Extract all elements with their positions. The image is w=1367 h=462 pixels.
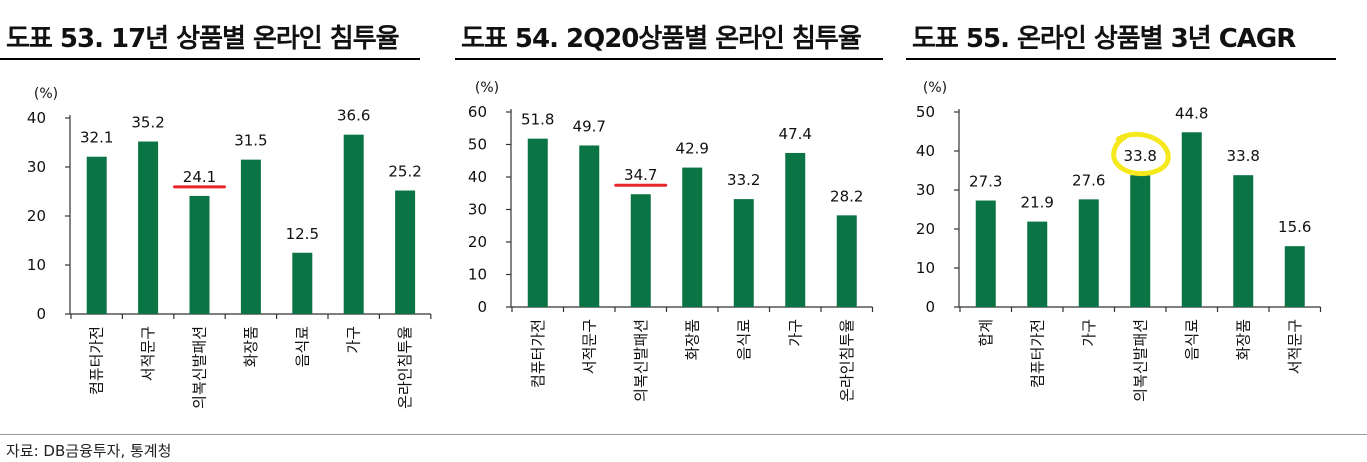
bar-chart: (%) 0 10 20 30 40 50 60 51.8 컴퓨터가전 49.7 서적문구 34.7 의복신… — [468, 80, 874, 402]
value-label: 33.8 — [1124, 147, 1157, 165]
value-label: 34.7 — [624, 166, 657, 184]
bar — [836, 215, 857, 307]
bar — [785, 152, 806, 307]
category-label: 컴퓨터가전 — [88, 326, 106, 395]
y-tick-label: 0 — [477, 298, 487, 316]
y-tick-label: 20 — [27, 207, 46, 225]
value-label: 27.3 — [969, 173, 1002, 191]
y-tick-label: 30 — [468, 201, 487, 219]
bar — [1078, 199, 1099, 307]
value-label: 24.1 — [183, 168, 216, 186]
value-label: 49.7 — [573, 117, 606, 135]
y-tick-label: 10 — [916, 259, 935, 277]
bar — [189, 195, 210, 314]
value-label: 12.5 — [286, 225, 319, 243]
y-tick-label: 20 — [916, 220, 935, 238]
chart-title: 도표 55. 온라인 상품별 3년 CAGR — [912, 24, 1296, 54]
bar — [343, 134, 364, 314]
value-label: 28.2 — [830, 187, 863, 205]
category-label: 서적문구 — [139, 326, 157, 381]
bar — [138, 141, 159, 314]
bar — [240, 159, 261, 314]
value-label: 36.6 — [337, 107, 370, 125]
value-label: 33.8 — [1227, 147, 1260, 165]
y-tick-label: 30 — [916, 181, 935, 199]
category-label: 음식료 — [1183, 319, 1201, 361]
y-unit-label: (%) — [34, 86, 58, 102]
category-label: 컴퓨터가전 — [1028, 319, 1046, 388]
bar — [630, 194, 651, 307]
y-tick-label: 0 — [36, 305, 46, 323]
category-label: 서적문구 — [1286, 319, 1304, 374]
y-tick-label: 0 — [925, 298, 935, 316]
y-tick-label: 60 — [468, 103, 487, 121]
title-rule — [906, 58, 1336, 60]
chart-panel-55: 도표 55. 온라인 상품별 3년 CAGR (%) 0 10 20 30 40 50 27.… — [906, 0, 1367, 440]
bar — [1027, 221, 1048, 307]
bar — [395, 190, 416, 314]
category-label: 화장품 — [242, 326, 260, 367]
y-tick-label: 40 — [916, 142, 935, 160]
bar — [733, 199, 754, 307]
bar-chart: (%) 0 10 20 30 40 50 27.3 합계 21.9 컴퓨터가전 27.6 가구 33.8 의… — [916, 80, 1322, 402]
y-tick-label: 40 — [468, 168, 487, 186]
y-tick-label: 40 — [27, 109, 46, 127]
value-label: 47.4 — [779, 125, 812, 143]
value-label: 27.6 — [1072, 171, 1105, 189]
value-label: 33.2 — [727, 171, 760, 189]
category-label: 온라인침투율 — [838, 319, 856, 402]
bar — [975, 200, 996, 307]
category-label: 의복신발패션 — [632, 319, 650, 402]
highlight-circle — [1111, 132, 1171, 177]
y-tick-label: 10 — [468, 266, 487, 284]
value-label: 32.1 — [80, 129, 113, 147]
chart-panel-53: 도표 53. 17년 상품별 온라인 침투율 (%) 0 10 20 30 40 32.1 컴… — [0, 0, 435, 440]
value-label: 15.6 — [1278, 218, 1311, 236]
category-label: 화장품 — [683, 319, 701, 360]
category-label: 가구 — [1080, 319, 1098, 347]
y-tick-label: 50 — [916, 103, 935, 121]
bar-chart: (%) 0 10 20 30 40 32.1 컴퓨터가전 35.2 서적문구 24.1 의복신발패션 3… — [27, 86, 432, 409]
y-tick-label: 30 — [27, 158, 46, 176]
value-label: 21.9 — [1021, 194, 1054, 212]
bar — [527, 138, 548, 307]
y-tick-label: 20 — [468, 233, 487, 251]
bar — [1284, 246, 1305, 307]
bar — [86, 156, 107, 314]
value-label: 31.5 — [234, 132, 267, 150]
y-unit-label: (%) — [475, 80, 499, 96]
category-label: 화장품 — [1234, 319, 1252, 360]
value-label: 42.9 — [676, 140, 709, 158]
chart-panel-54: 도표 54. 2Q20상품별 온라인 침투율 (%) 0 10 20 30 40 50 60 5… — [455, 0, 895, 440]
bar — [1130, 175, 1151, 307]
value-label: 35.2 — [131, 114, 164, 132]
y-tick-label: 50 — [468, 136, 487, 154]
bar — [579, 145, 600, 307]
chart-title: 도표 54. 2Q20상품별 온라인 침투율 — [461, 24, 862, 54]
footer-rule — [0, 434, 1367, 435]
value-label: 25.2 — [388, 163, 421, 181]
bar — [1181, 132, 1202, 307]
category-label: 가구 — [345, 326, 363, 354]
chart-title: 도표 53. 17년 상품별 온라인 침투율 — [6, 24, 400, 54]
title-rule — [455, 58, 883, 60]
category-label: 의복신발패션 — [191, 326, 209, 409]
y-unit-label: (%) — [923, 80, 947, 96]
bar — [682, 167, 703, 307]
bar — [292, 252, 313, 314]
category-label: 서적문구 — [580, 319, 598, 374]
bar — [1233, 175, 1254, 307]
category-label: 합계 — [977, 319, 995, 347]
category-label: 온라인침투율 — [396, 326, 414, 409]
category-label: 컴퓨터가전 — [529, 319, 547, 388]
category-label: 가구 — [786, 319, 804, 347]
value-label: 51.8 — [521, 111, 554, 129]
source-note: 자료: DB금융투자, 통계청 — [6, 442, 172, 460]
category-label: 의복신발패션 — [1131, 319, 1149, 402]
value-label: 44.8 — [1175, 104, 1208, 122]
category-label: 음식료 — [293, 326, 311, 368]
y-tick-label: 10 — [27, 256, 46, 274]
category-label: 음식료 — [735, 319, 753, 361]
title-rule — [0, 58, 420, 60]
